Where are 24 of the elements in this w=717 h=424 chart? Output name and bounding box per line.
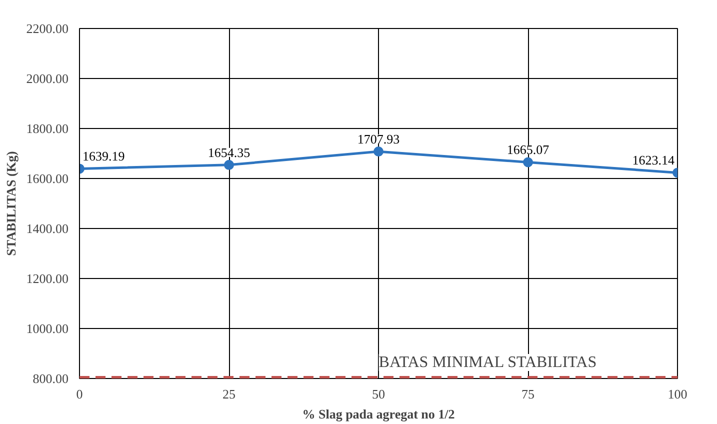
data-label: 1654.35 bbox=[208, 144, 250, 160]
x-tick-label: 25 bbox=[222, 386, 236, 402]
data-label: 1639.19 bbox=[82, 148, 125, 164]
data-label: 1665.07 bbox=[506, 142, 550, 158]
y-tick-label: 1200.00 bbox=[26, 271, 68, 286]
y-tick-label: 1400.00 bbox=[26, 221, 68, 236]
ref-line-label: BATAS MINIMAL STABILITAS bbox=[378, 354, 597, 371]
y-tick-label: 800.00 bbox=[32, 371, 68, 386]
x-tick-label: 75 bbox=[522, 386, 534, 402]
y-tick-label: 1000.00 bbox=[26, 321, 68, 336]
x-axis-title: % Slag pada agregat no 1/2 bbox=[302, 406, 455, 422]
y-tick-label: 1800.00 bbox=[26, 121, 68, 136]
y-tick-label: 2000.00 bbox=[26, 71, 68, 86]
data-label: 1623.14 bbox=[632, 152, 675, 168]
point bbox=[523, 157, 533, 168]
x-tick-label: 100 bbox=[668, 386, 688, 402]
y-axis-title: STABILITAS (Kg) bbox=[3, 151, 18, 256]
x-tick-label: 0 bbox=[76, 386, 83, 402]
data-label: 1707.93 bbox=[357, 132, 400, 147]
x-tick-label: 50 bbox=[372, 386, 385, 402]
point bbox=[224, 160, 234, 170]
y-tick-label: 2200.00 bbox=[26, 21, 68, 36]
y-tick-label: 1600.00 bbox=[26, 171, 68, 186]
point bbox=[374, 146, 384, 157]
